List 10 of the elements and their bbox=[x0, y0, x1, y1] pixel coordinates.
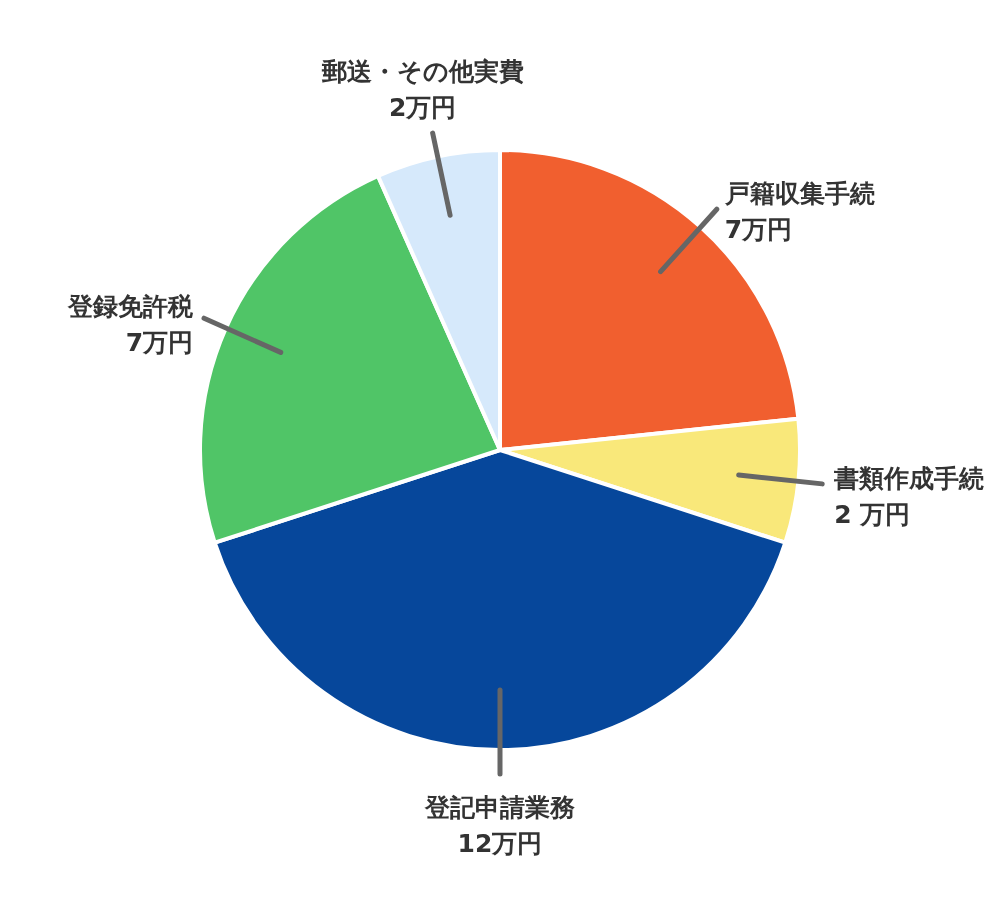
slice-label: 戸籍収集手続 bbox=[723, 179, 875, 209]
data-label: 7万円 bbox=[125, 328, 194, 358]
slice-label: 登記申請業務 bbox=[424, 793, 575, 822]
data-label: 12万円 bbox=[457, 829, 543, 858]
slice-label: 登録免許税 bbox=[67, 292, 195, 322]
slice-label: 郵送・その他実費 bbox=[320, 57, 524, 87]
data-label: 2万円 bbox=[388, 93, 457, 123]
slice-label: 書類作成手続 bbox=[833, 464, 985, 494]
data-label: 7万円 bbox=[724, 215, 793, 245]
data-label: 2 万円 bbox=[834, 500, 911, 530]
